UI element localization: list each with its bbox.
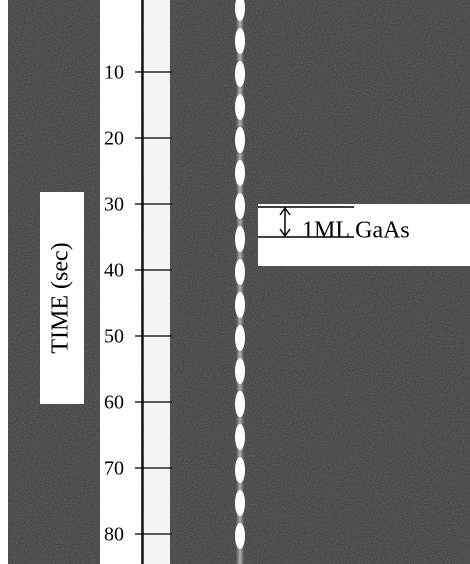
streak-spot	[235, 523, 245, 549]
streak-spot	[235, 61, 245, 87]
axis-label-box	[40, 192, 84, 404]
streak-spot	[235, 325, 245, 351]
streak-spot	[235, 127, 245, 153]
streak-spot	[235, 0, 245, 21]
streak-spot	[235, 94, 245, 120]
streak-spot	[235, 490, 245, 516]
axis-ticks: 10 20 30 40 50 60 70 80	[104, 62, 172, 546]
tick-label: 60	[104, 392, 124, 414]
streak-spot	[235, 358, 245, 384]
tick-label: 10	[104, 62, 124, 84]
rheed-streak	[235, 0, 245, 564]
tick-label: 80	[104, 524, 124, 546]
tick-label: 20	[104, 128, 124, 150]
streak-spot	[235, 391, 245, 417]
axis-label: TIME (sec)	[48, 242, 74, 353]
scale-strip-right	[144, 0, 170, 564]
annotation-box	[258, 204, 470, 266]
streak-spot	[235, 28, 245, 54]
streak-spot	[235, 259, 245, 285]
streak-spot	[235, 292, 245, 318]
streak-spot	[235, 424, 245, 450]
streak-spot	[235, 160, 245, 186]
tick-label: 70	[104, 458, 124, 480]
annotation: 1ML GaAs	[302, 218, 410, 244]
arrow-heads	[279, 206, 291, 238]
tick-label: 50	[104, 326, 124, 348]
streak-spot	[235, 226, 245, 252]
streak-spot	[235, 193, 245, 219]
streak-spot	[235, 457, 245, 483]
scale-strip	[100, 0, 142, 564]
tick-label: 40	[104, 260, 124, 282]
tick-label: 30	[104, 194, 124, 216]
